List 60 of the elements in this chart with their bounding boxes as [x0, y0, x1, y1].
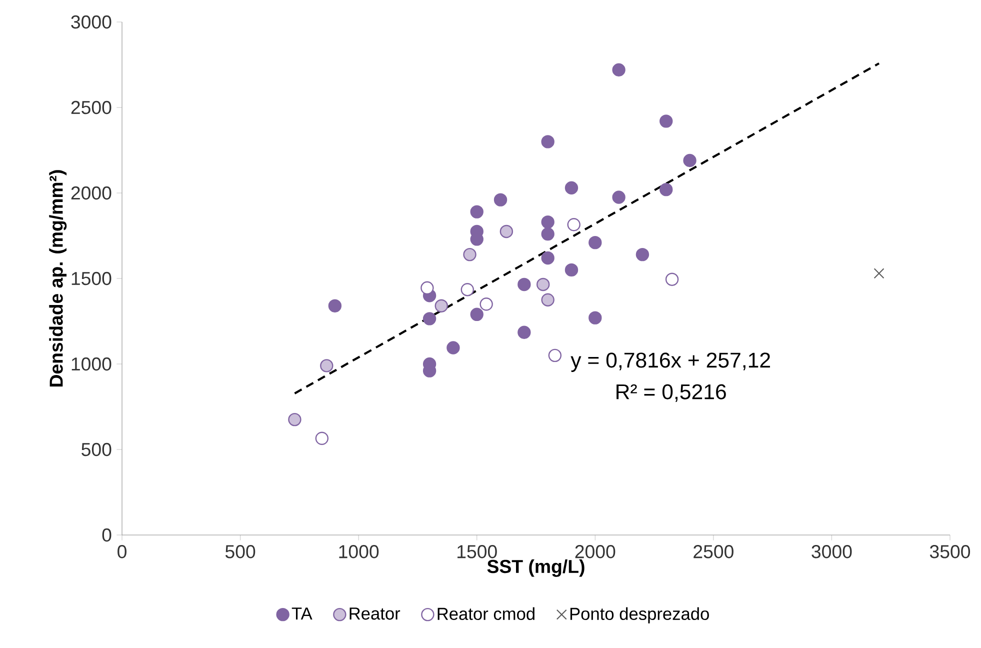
point [446, 341, 460, 354]
x-tick-label: 2500 [694, 545, 734, 558]
point [564, 263, 578, 277]
point [434, 299, 448, 312]
y-tick-label: 1000 [72, 357, 112, 371]
point [612, 190, 626, 204]
point [315, 432, 329, 445]
legend-label: Reator [350, 608, 400, 620]
annotation: R² = 0,5216 [616, 384, 726, 402]
point [541, 227, 554, 241]
legend-label: Ponto desprezado [570, 607, 709, 624]
y-tick-label: 500 [82, 442, 112, 456]
x-tick-label: 1000 [339, 545, 379, 558]
point [541, 215, 554, 229]
x-tick-label: 3000 [812, 545, 852, 558]
point [541, 135, 554, 148]
point [288, 412, 302, 426]
point [541, 251, 554, 265]
y-tick-label: 3000 [71, 15, 112, 29]
point [564, 181, 578, 194]
point [320, 359, 334, 372]
point [541, 293, 554, 306]
point [660, 114, 673, 128]
legend-label: TA [292, 608, 312, 620]
point [588, 311, 602, 324]
point [500, 224, 514, 238]
point [665, 272, 679, 286]
y-tick-label: 1500 [72, 272, 112, 286]
point [874, 268, 884, 279]
annotation: y = 0,7816x + 257,12 [570, 352, 770, 372]
point [548, 348, 562, 362]
x-tick-label: 3500 [930, 545, 970, 558]
point [328, 299, 342, 312]
point [480, 298, 493, 311]
point [494, 193, 508, 206]
x-tick-label: 0 [118, 545, 126, 558]
x-tick-label: 1500 [458, 545, 497, 558]
point [683, 154, 696, 168]
point [422, 312, 436, 326]
y-tick-label: 0 [102, 528, 112, 542]
x-axis-title: SST (mg/L) [487, 559, 584, 577]
legend-label: Reator cmod [438, 607, 534, 620]
x-tick-label: 500 [225, 545, 256, 558]
point [536, 278, 550, 292]
point [660, 182, 673, 196]
point [420, 281, 434, 294]
x-tick-label: 2000 [575, 545, 616, 558]
point [463, 248, 476, 262]
point [567, 218, 580, 232]
point [636, 248, 650, 262]
point [588, 236, 602, 250]
point [518, 326, 531, 339]
point [460, 283, 474, 296]
point [612, 63, 626, 76]
y-tick-label: 2500 [71, 100, 112, 114]
y-tick-label: 2000 [71, 186, 112, 200]
point [470, 308, 484, 321]
point [470, 205, 484, 218]
point [518, 278, 531, 292]
y-axis-title: Densidade ap. (mg/mm²) [49, 170, 67, 386]
